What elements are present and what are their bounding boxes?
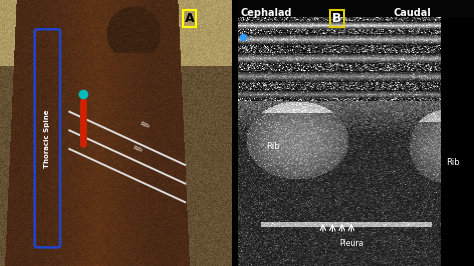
Text: A: A [185,12,194,25]
Text: Cephalad: Cephalad [240,8,292,18]
Text: Caudal: Caudal [394,8,431,18]
Text: B: B [332,12,342,25]
Point [80,92,87,97]
Point [239,35,246,39]
Text: Rib: Rib [139,121,150,129]
Text: Thoracic Spine: Thoracic Spine [45,109,50,168]
Text: Pleura: Pleura [339,239,364,248]
Text: Rib: Rib [446,158,459,167]
Text: Rib: Rib [132,145,143,153]
Text: Rib: Rib [266,142,280,151]
